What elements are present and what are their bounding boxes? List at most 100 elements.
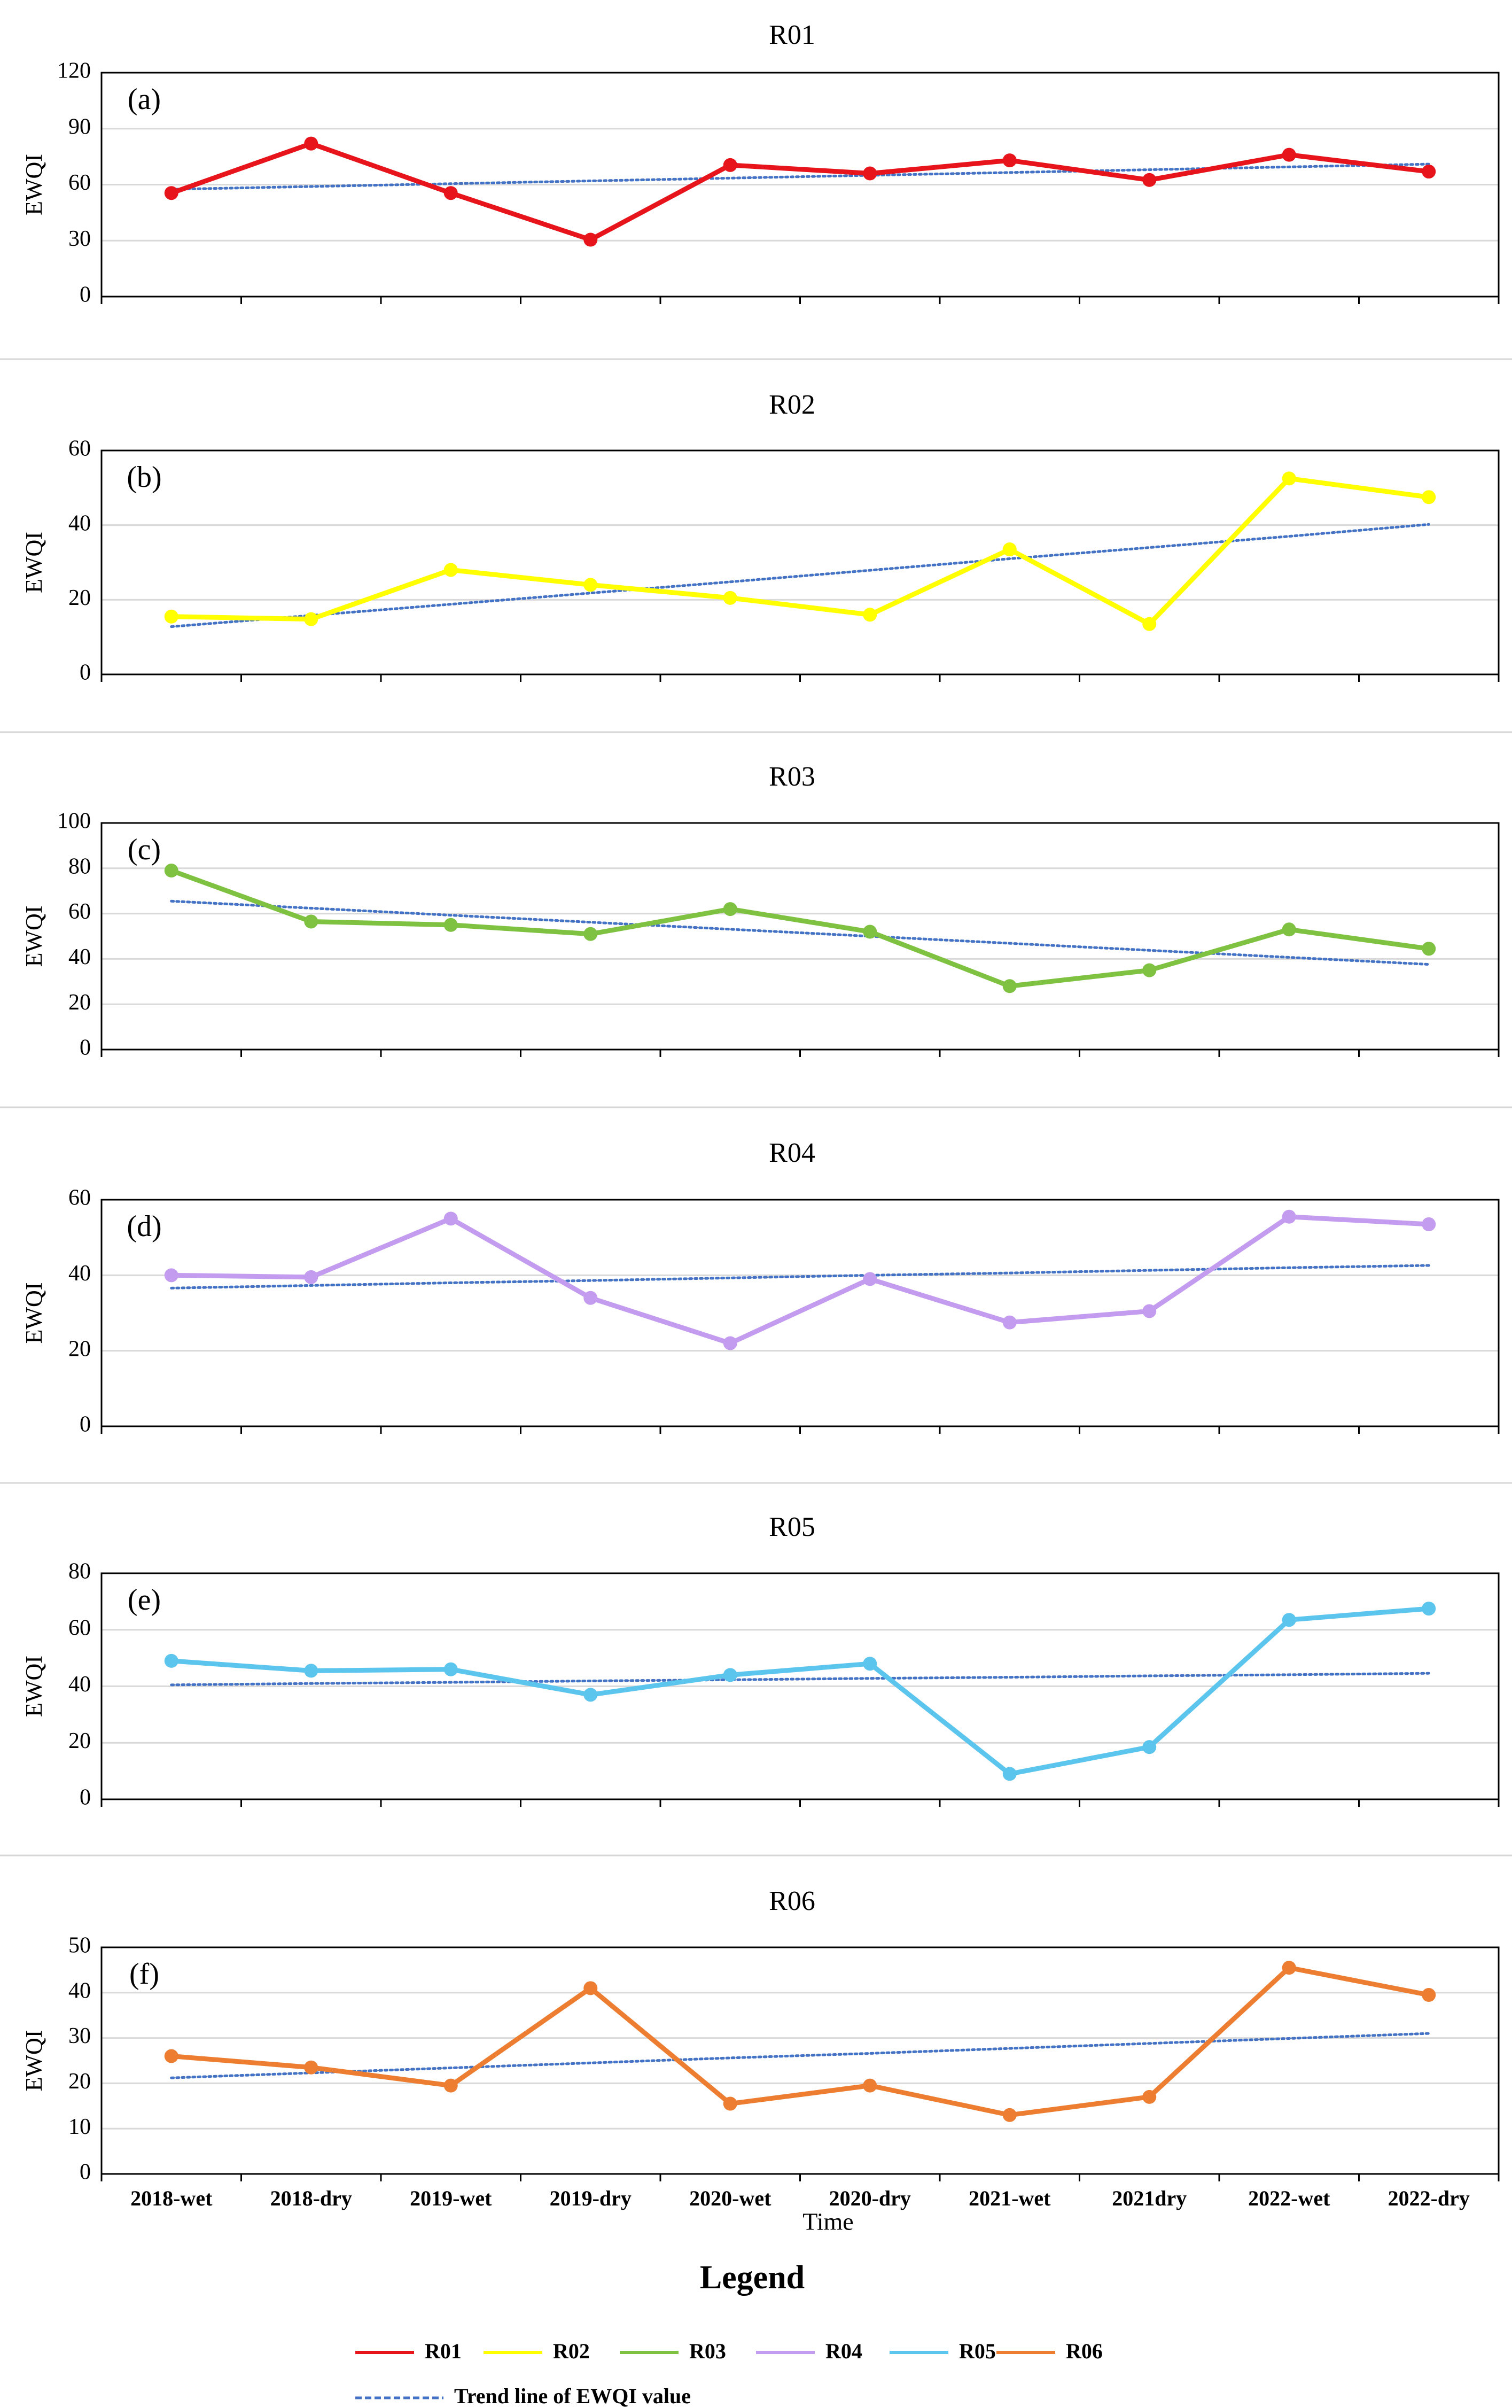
data-point [304, 136, 318, 151]
data-point [583, 1688, 598, 1702]
x-tick-label: 2020-wet [689, 2186, 771, 2210]
x-tick-label: 2018-wet [130, 2186, 213, 2210]
y-tick-label: 20 [68, 1337, 91, 1361]
x-tick-label: 2022-dry [1388, 2186, 1470, 2210]
legend-label: R05 [959, 2339, 996, 2363]
data-point [863, 2078, 877, 2093]
legend-label-trend: Trend line of EWQI value [454, 2384, 691, 2408]
data-point [1422, 942, 1436, 956]
series-line-r06 [171, 1965, 1430, 2118]
legend: Legend R01 R02 R03 R04 R05 R06 Trend line of EW… [355, 2259, 1103, 2408]
data-point [583, 927, 598, 941]
y-tick-label: 0 [80, 1412, 91, 1437]
y-tick-label: 100 [57, 809, 91, 834]
data-point [304, 1270, 318, 1284]
chart-title: R06 [769, 1886, 815, 1916]
y-tick-label: 0 [80, 1785, 91, 1810]
chart-title: R03 [769, 762, 815, 792]
data-point [863, 925, 877, 939]
y-tick-label: 30 [68, 2024, 91, 2048]
y-tick-label: 0 [80, 1036, 91, 1060]
data-point [1142, 963, 1157, 977]
data-point [723, 1668, 737, 1682]
data-point [1422, 1217, 1436, 1231]
x-tick-label: 2022-wet [1248, 2186, 1330, 2210]
data-point [863, 1272, 877, 1286]
chart-panel-r02: R02 0 20 40 60 EWQI (b) [0, 390, 1512, 733]
chart-panel-r01: R01 0 30 60 90 120 EWQI (a) [0, 20, 1512, 360]
y-axis-label: EWQI [21, 2030, 47, 2092]
data-point [1002, 1767, 1017, 1781]
data-point [304, 1664, 318, 1678]
legend-label: R01 [425, 2339, 462, 2363]
data-point [443, 186, 458, 200]
x-tick-label: 2021-wet [969, 2186, 1051, 2210]
y-axis-label: EWQI [21, 1283, 47, 1344]
y-tick-label: 20 [68, 1729, 91, 1753]
y-tick-label: 0 [80, 661, 91, 685]
x-tick-label: 2019-dry [550, 2186, 632, 2210]
trend-line [170, 899, 1430, 966]
legend-item-r05: R05 [890, 2339, 996, 2363]
panel-label: (e) [128, 1583, 161, 1617]
chart-panel-r03: R03 0 20 40 60 80 100 EWQI (c) [0, 762, 1512, 1108]
data-point [443, 2078, 458, 2093]
data-point [1142, 1740, 1157, 1754]
y-tick-label: 80 [68, 1559, 91, 1584]
x-axis-label: Time [802, 2208, 853, 2235]
data-point [304, 612, 318, 626]
legend-item-r01: R01 [355, 2339, 462, 2363]
legend-label: R06 [1066, 2339, 1103, 2363]
y-tick-label: 90 [68, 114, 91, 139]
legend-label: R04 [825, 2339, 862, 2363]
data-point [164, 2049, 178, 2063]
trend-line [170, 2032, 1430, 2079]
legend-item-r02: R02 [484, 2339, 590, 2363]
y-tick-label: 40 [68, 1261, 91, 1286]
legend-item-r04: R04 [756, 2339, 862, 2363]
y-tick-label: 20 [68, 990, 91, 1015]
y-tick-label: 120 [57, 59, 91, 83]
data-point [1282, 922, 1296, 937]
data-point [1282, 471, 1296, 486]
y-axis-label: EWQI [21, 154, 47, 215]
chart-panel-r05: R05 0 20 40 60 80 EWQI (e) [0, 1512, 1512, 1857]
series-line-r02 [171, 476, 1429, 627]
y-axis-label: EWQI [21, 532, 47, 593]
x-tick-label: 2019-wet [410, 2186, 492, 2210]
y-tick-label: 0 [80, 2160, 91, 2185]
y-tick-label: 40 [68, 1672, 91, 1697]
trend-line [170, 1672, 1430, 1687]
y-tick-label: 60 [68, 170, 91, 195]
data-point [583, 1291, 598, 1305]
series-line-r04 [171, 1214, 1429, 1346]
legend-item-r03: R03 [620, 2339, 726, 2363]
data-point [304, 914, 318, 929]
data-point [723, 2096, 737, 2111]
y-tick-label: 60 [68, 437, 91, 461]
data-point [1142, 1304, 1157, 1318]
data-point [1282, 147, 1296, 162]
chart-title: R02 [769, 390, 815, 420]
y-tick-label: 50 [68, 1933, 91, 1958]
panel-label: (c) [128, 833, 161, 866]
data-point [1422, 490, 1436, 504]
data-point [164, 864, 178, 878]
legend-label: R03 [689, 2339, 726, 2363]
data-point [1142, 173, 1157, 187]
series-line-r01 [170, 141, 1429, 243]
data-point [164, 1268, 178, 1283]
data-point [304, 2060, 318, 2075]
y-tick-label: 10 [68, 2115, 91, 2139]
chart-panel-r04: R04 0 20 40 60 EWQI (d) [0, 1138, 1512, 1484]
series-line-r05 [171, 1606, 1429, 1776]
y-tick-label: 40 [68, 1978, 91, 2003]
data-point [1142, 2089, 1157, 2104]
series-line-r03 [170, 868, 1429, 989]
data-point [723, 1336, 737, 1350]
x-tick-label: 2021dry [1112, 2186, 1187, 2210]
trend-line [170, 1264, 1430, 1290]
chart-panel-r06: R06 0 10 20 30 40 50 EWQI (f) 2018-wet 2018-dry 201… [21, 1886, 1500, 2235]
legend-title: Legend [700, 2259, 805, 2296]
